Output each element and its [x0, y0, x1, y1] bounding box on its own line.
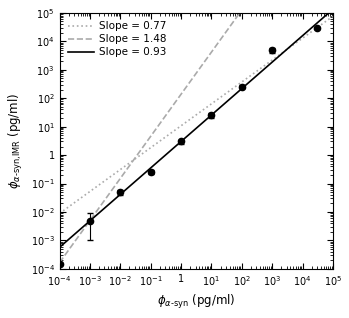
Legend: Slope = 0.77, Slope = 1.48, Slope = 0.93: Slope = 0.77, Slope = 1.48, Slope = 0.93 [65, 18, 170, 60]
Slope = 0.93 [276, 55, 280, 59]
Slope = 0.93 [58, 245, 62, 249]
Line: Slope = 1.48: Slope = 1.48 [60, 0, 333, 263]
Slope = 0.77 [276, 54, 280, 58]
Slope = 0.77 [86, 191, 90, 195]
Slope = 0.93 [86, 221, 90, 225]
Slope = 1.48 [58, 261, 62, 265]
Slope = 1.48 [178, 94, 182, 98]
Slope = 1.48 [245, 1, 250, 4]
Slope = 0.77 [270, 58, 275, 62]
X-axis label: $\phi_{\alpha\text{-syn}}$ (pg/ml): $\phi_{\alpha\text{-syn}}$ (pg/ml) [157, 293, 236, 311]
Slope = 1.48 [168, 107, 172, 111]
Slope = 0.77 [58, 211, 62, 215]
Line: Slope = 0.77: Slope = 0.77 [60, 16, 333, 213]
Slope = 0.93 [245, 82, 250, 86]
Slope = 0.93 [331, 7, 335, 11]
Slope = 0.77 [168, 132, 172, 135]
Slope = 0.77 [245, 76, 250, 80]
Slope = 0.93 [168, 149, 172, 153]
Line: Slope = 0.93: Slope = 0.93 [60, 9, 333, 247]
Slope = 0.77 [178, 125, 182, 128]
Slope = 0.77 [331, 14, 335, 18]
Y-axis label: $\phi_{\alpha\text{-syn,IMR}}$ (pg/ml): $\phi_{\alpha\text{-syn,IMR}}$ (pg/ml) [7, 93, 25, 189]
Slope = 0.93 [178, 141, 182, 144]
Slope = 0.93 [270, 60, 275, 64]
Slope = 1.48 [86, 222, 90, 226]
